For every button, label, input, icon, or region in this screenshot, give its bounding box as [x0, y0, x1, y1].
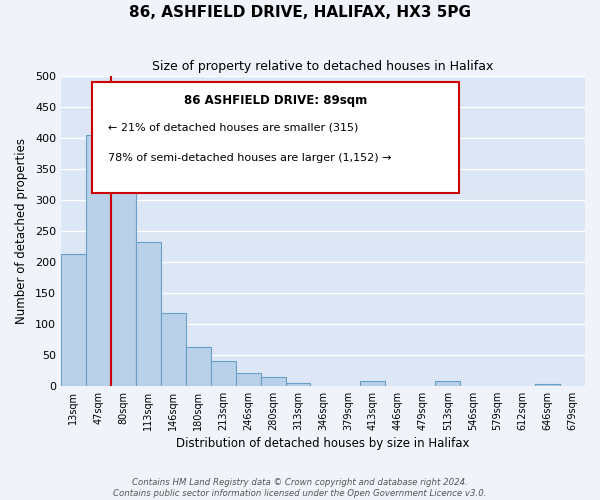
- Bar: [260, 377, 286, 386]
- Y-axis label: Number of detached properties: Number of detached properties: [15, 138, 28, 324]
- Bar: [161, 312, 186, 386]
- Text: 78% of semi-detached houses are larger (1,152) →: 78% of semi-detached houses are larger (…: [108, 153, 392, 163]
- Bar: [236, 373, 260, 386]
- Bar: [211, 361, 236, 386]
- Bar: [361, 382, 385, 386]
- Text: ← 21% of detached houses are smaller (315): ← 21% of detached houses are smaller (31…: [108, 122, 358, 132]
- Text: 86, ASHFIELD DRIVE, HALIFAX, HX3 5PG: 86, ASHFIELD DRIVE, HALIFAX, HX3 5PG: [129, 5, 471, 20]
- Text: Contains HM Land Registry data © Crown copyright and database right 2024.
Contai: Contains HM Land Registry data © Crown c…: [113, 478, 487, 498]
- Bar: [111, 158, 136, 386]
- Bar: [136, 242, 161, 386]
- Bar: [86, 134, 111, 386]
- Bar: [435, 382, 460, 386]
- Bar: [61, 254, 86, 386]
- Bar: [186, 346, 211, 386]
- Bar: [535, 384, 560, 386]
- FancyBboxPatch shape: [92, 82, 459, 194]
- Text: 86 ASHFIELD DRIVE: 89sqm: 86 ASHFIELD DRIVE: 89sqm: [184, 94, 367, 107]
- Bar: [286, 382, 310, 386]
- Title: Size of property relative to detached houses in Halifax: Size of property relative to detached ho…: [152, 60, 494, 73]
- X-axis label: Distribution of detached houses by size in Halifax: Distribution of detached houses by size …: [176, 437, 470, 450]
